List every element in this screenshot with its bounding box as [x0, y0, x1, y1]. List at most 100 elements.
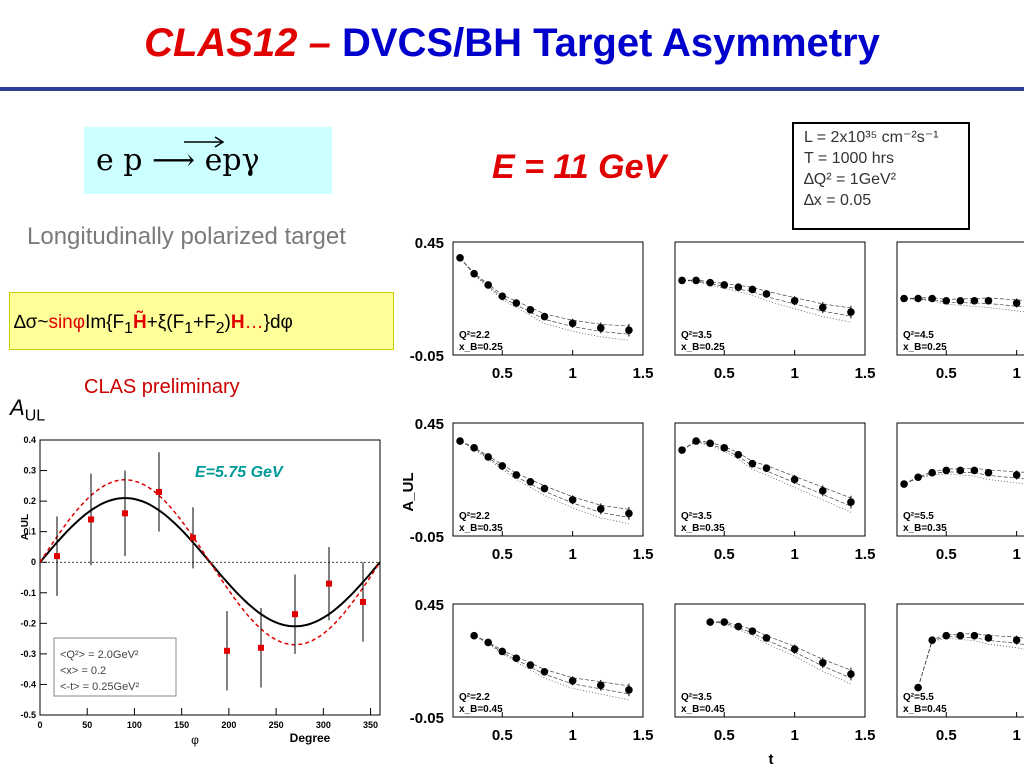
model-curve — [917, 637, 1024, 688]
data-point — [692, 276, 700, 285]
model-curve — [681, 280, 851, 317]
data-point — [540, 668, 549, 676]
y-axis-label: A_UL — [20, 514, 31, 540]
panel-xb-label: x_B=0.45 — [681, 704, 725, 715]
data-point — [360, 598, 366, 605]
long-pol-text: Longitudinally polarized target — [27, 223, 346, 250]
x-tick-label: 200 — [221, 720, 236, 730]
y-tick-label: 0.1 — [23, 527, 36, 537]
y-tick-label: 0.45 — [415, 416, 444, 433]
param-x-bin: ∆x = 0.05 — [804, 192, 872, 209]
y-tick-label: -0.5 — [20, 710, 36, 720]
panel-q2-label: Q²=3.5 — [681, 330, 712, 341]
x-tick-label: 1 — [1012, 546, 1020, 563]
panel-frame — [452, 603, 644, 718]
data-point — [847, 670, 855, 678]
x-tick-label: 1.5 — [633, 727, 654, 744]
model-curve — [903, 298, 1024, 313]
x-axis-label: Degree — [290, 731, 331, 745]
data-point — [526, 306, 535, 314]
data-point — [984, 296, 993, 305]
data-point — [224, 647, 230, 654]
panel-xb-label: x_B=0.35 — [459, 523, 503, 534]
title-part1: CLAS12 — [144, 21, 298, 65]
title-rule — [0, 87, 1024, 91]
formula-plus-f: +F — [193, 312, 216, 333]
panel-xb-label: x_B=0.45 — [903, 704, 947, 715]
x-tick-label: 0 — [37, 720, 42, 730]
panel-content — [678, 437, 855, 513]
panel-content — [456, 254, 633, 341]
energy-annotation: E=5.75 GeV — [195, 464, 284, 481]
x-tick-label: 50 — [82, 720, 92, 730]
clas-preliminary-label: CLAS preliminary — [84, 376, 240, 398]
y-tick-label: -0.05 — [410, 348, 444, 365]
model-curve — [710, 621, 852, 679]
formula-im: Im{F — [85, 312, 125, 333]
data-point — [1012, 471, 1021, 479]
reaction-arrow: ⟶ — [152, 143, 196, 178]
data-point — [956, 296, 965, 305]
aul-symbol: A — [10, 395, 25, 420]
data-point — [484, 638, 492, 647]
data-point — [956, 466, 965, 475]
data-point — [678, 446, 686, 454]
x-tick-label: 350 — [363, 720, 378, 730]
data-point — [984, 634, 993, 642]
data-point — [470, 444, 478, 452]
x-tick-label: 1 — [568, 727, 576, 744]
x-tick-label: 1 — [568, 365, 576, 382]
data-point — [292, 611, 298, 618]
panel-content — [470, 631, 633, 701]
aul-label: AUL — [10, 395, 45, 425]
data-point — [596, 505, 605, 513]
x-tick-label: 1 — [790, 546, 798, 563]
data-point — [540, 484, 549, 493]
data-point — [456, 437, 464, 445]
y-tick-label: 0.3 — [23, 466, 36, 476]
formula-sub-1: 1 — [124, 319, 133, 337]
formula-a: ∆σ~ — [14, 312, 49, 333]
kinematics-box — [53, 637, 177, 697]
phi-asymmetry-chart: 0.40.30.20.10-0.1-0.2-0.3-0.4-0.50 50 100 1… — [20, 435, 381, 747]
data-point — [928, 468, 936, 477]
data-point — [526, 477, 535, 486]
data-point — [900, 480, 908, 488]
data-point — [596, 324, 605, 332]
param-luminosity: L = 2x10³⁵ cm⁻²s⁻¹ — [804, 129, 939, 146]
data-point — [568, 677, 577, 685]
model-curve — [681, 440, 852, 499]
y-tick-label: 0.2 — [23, 496, 36, 506]
polarization-arrow-icon — [184, 136, 225, 148]
data-point — [498, 462, 507, 470]
panel-q2-label: Q²=5.5 — [903, 511, 934, 522]
model-curve — [903, 297, 1024, 301]
data-point — [900, 294, 908, 303]
model-curve — [710, 621, 852, 671]
title-part2: DVCS/BH Target Asymmetry — [341, 21, 880, 65]
y-tick-label: 0 — [31, 557, 36, 567]
data-point — [470, 269, 478, 278]
x-tick-label: 0.5 — [714, 727, 735, 744]
kinematics-line: <x> = 0.2 — [60, 665, 106, 677]
data-point — [762, 290, 771, 298]
data-point — [790, 475, 799, 484]
formula-xi: +ξ(F — [146, 312, 185, 333]
panel-xb-label: x_B=0.25 — [681, 342, 725, 353]
data-point — [748, 459, 757, 468]
data-point — [984, 468, 993, 477]
formula-htilde: H̃ — [132, 312, 147, 333]
panel-q2-label: Q²=2.2 — [459, 511, 490, 522]
data-point — [54, 553, 60, 560]
formula-paren: ) — [224, 312, 231, 333]
model-curve — [681, 279, 851, 309]
data-point — [706, 439, 714, 448]
data-point — [847, 308, 855, 316]
panel-frame — [896, 603, 1024, 718]
formula-ellipsis: … — [244, 312, 264, 333]
x-tick-label: 1.5 — [855, 727, 876, 744]
kinematics-line: <-t> = 0.25GeV² — [60, 681, 140, 693]
x-tick-label: 0.5 — [936, 546, 957, 563]
model-curve — [459, 440, 629, 518]
panel-xb-label: x_B=0.25 — [459, 342, 503, 353]
